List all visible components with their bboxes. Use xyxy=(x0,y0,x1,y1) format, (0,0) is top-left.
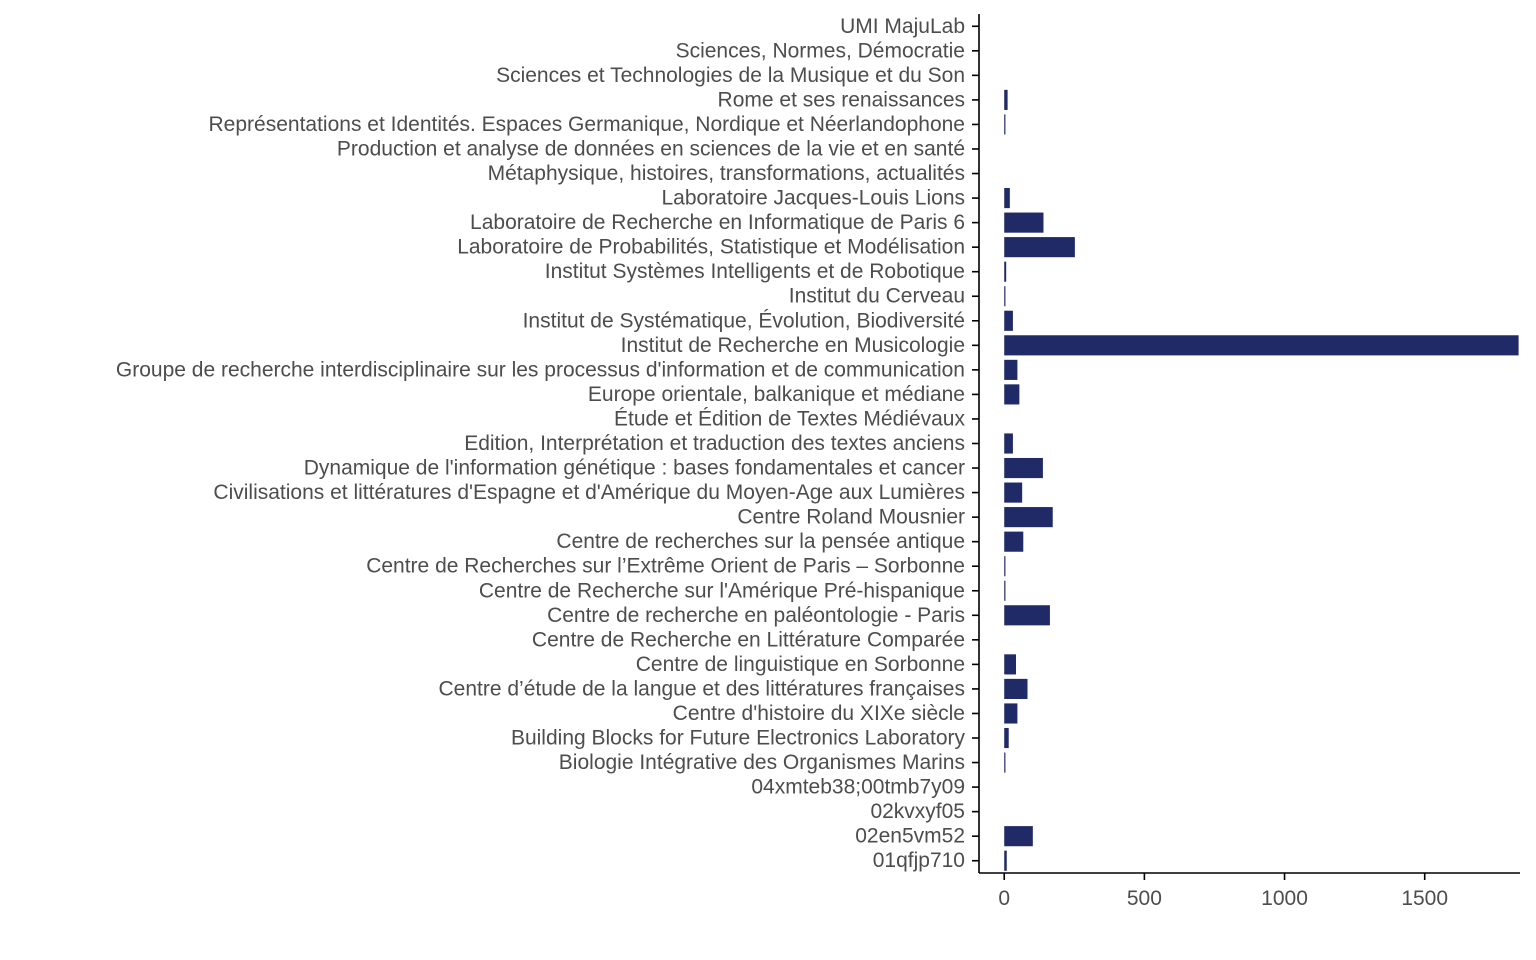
bar xyxy=(1004,237,1075,258)
bar xyxy=(1004,188,1010,209)
category-label: 04xmteb38;00tmb7y09 xyxy=(751,776,965,799)
x-tick-label: 1500 xyxy=(1401,887,1448,910)
bar xyxy=(1004,310,1013,331)
category-label: Institut du Cerveau xyxy=(789,285,965,308)
bar xyxy=(1004,261,1007,282)
bar xyxy=(1004,580,1006,601)
bar xyxy=(1004,727,1009,749)
category-label: Groupe de recherche interdisciplinaire s… xyxy=(116,358,965,381)
bar xyxy=(1004,114,1006,135)
category-label: Institut de Recherche en Musicologie xyxy=(621,334,965,357)
category-label: Institut de Systématique, Évolution, Bio… xyxy=(523,309,965,332)
category-label: Dynamique de l'information génétique : b… xyxy=(304,457,965,480)
bar xyxy=(1004,752,1006,773)
category-label: Centre d’étude de la langue et des litté… xyxy=(439,677,966,700)
category-label: UMI MajuLab xyxy=(840,15,965,38)
category-label: Centre de Recherche en Littérature Compa… xyxy=(532,628,965,651)
category-label: Centre d'histoire du XIXe siècle xyxy=(673,702,965,725)
bar xyxy=(1004,654,1017,675)
bar xyxy=(1004,482,1023,503)
bar xyxy=(1004,531,1024,552)
category-label: Sciences, Normes, Démocratie xyxy=(676,39,965,62)
x-tick-label: 0 xyxy=(998,887,1010,910)
category-label: Europe orientale, balkanique et médiane xyxy=(588,383,965,406)
category-label: Laboratoire de Probabilités, Statistique… xyxy=(457,236,965,259)
category-label: Building Blocks for Future Electronics L… xyxy=(511,727,966,750)
x-tick-label: 1000 xyxy=(1261,887,1308,910)
bar xyxy=(1004,605,1050,626)
category-label: Centre de Recherches sur l’Extrême Orien… xyxy=(366,555,965,578)
category-label: Rome et ses renaissances xyxy=(718,88,965,111)
bar xyxy=(1004,678,1028,699)
category-label: Civilisations et littératures d'Espagne … xyxy=(213,481,965,504)
category-label: 01qfjp710 xyxy=(873,849,965,872)
bars-group xyxy=(1004,89,1519,871)
category-label: Étude et Édition de Textes Médiévaux xyxy=(614,407,966,430)
bar xyxy=(1004,335,1519,356)
bar xyxy=(1004,286,1006,307)
x-tick-label: 500 xyxy=(1127,887,1162,910)
bar xyxy=(1004,556,1006,577)
category-label: Edition, Interprétation et traduction de… xyxy=(464,432,965,455)
bar xyxy=(1004,384,1020,405)
category-label: Centre de Recherche sur l'Amérique Pré-h… xyxy=(479,579,965,602)
category-label: Centre de linguistique en Sorbonne xyxy=(636,653,965,676)
category-label: Centre de recherches sur la pensée antiq… xyxy=(556,530,965,553)
category-label: Métaphysique, histoires, transformations… xyxy=(488,162,965,185)
x-axis-ticks: 0 500 1000 1500 xyxy=(998,873,1448,910)
category-label: Production et analyse de données en scie… xyxy=(337,137,965,160)
bar xyxy=(1004,507,1053,528)
bar xyxy=(1004,433,1013,454)
bar xyxy=(1004,457,1043,479)
category-label: Représentations et Identités. Espaces Ge… xyxy=(209,113,965,136)
bar xyxy=(1004,826,1033,847)
category-label: Laboratoire Jacques-Louis Lions xyxy=(661,187,965,210)
bar xyxy=(1004,212,1044,233)
category-label: Laboratoire de Recherche en Informatique… xyxy=(470,211,965,234)
category-label: Sciences et Technologies de la Musique e… xyxy=(496,64,965,87)
category-label: Centre de recherche en paléontologie - P… xyxy=(547,604,965,627)
bar xyxy=(1004,89,1008,110)
category-label: 02kvxyf05 xyxy=(870,800,965,823)
category-label: Biologie Intégrative des Organismes Mari… xyxy=(559,751,965,774)
bar xyxy=(1004,703,1018,724)
category-label: Centre Roland Mousnier xyxy=(737,506,965,529)
category-label: Institut Systèmes Intelligents et de Rob… xyxy=(545,260,965,283)
bar xyxy=(1004,359,1018,380)
category-label: 02en5vm52 xyxy=(855,825,965,848)
bar xyxy=(1004,850,1007,871)
